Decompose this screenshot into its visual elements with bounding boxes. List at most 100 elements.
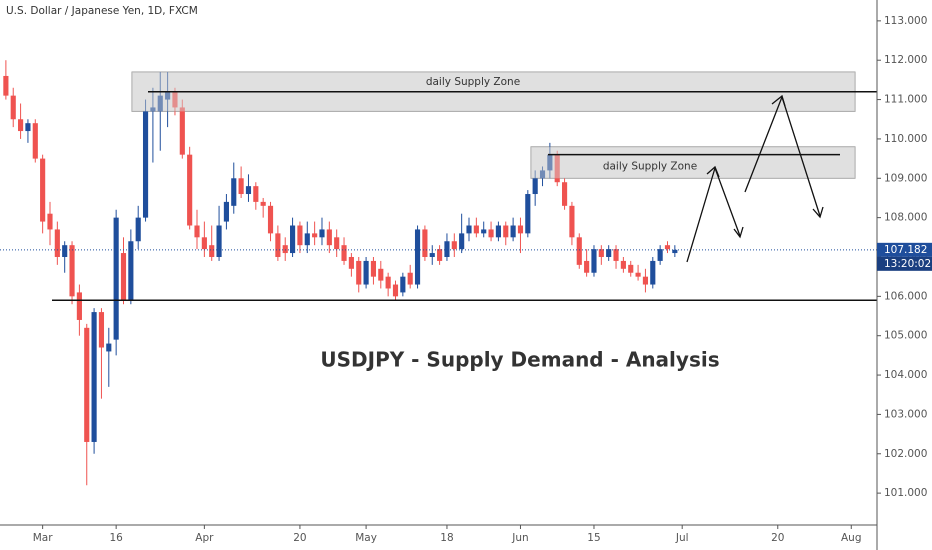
candle-body: [378, 268, 384, 281]
candle-body: [429, 253, 435, 257]
candle-body: [613, 249, 619, 261]
candle-body: [620, 260, 626, 269]
candle-body: [245, 186, 252, 195]
candle-body: [231, 178, 237, 206]
projection-arrows: [686, 94, 824, 263]
candle-body: [525, 194, 531, 234]
y-tick-label: 105.000: [884, 330, 927, 342]
y-tick-label: 104.000: [884, 369, 927, 381]
candle-body: [275, 233, 281, 257]
candle-body: [554, 154, 560, 183]
zone-label: daily Supply Zone: [603, 160, 697, 172]
candle-body: [348, 256, 354, 269]
candle-body: [326, 229, 332, 246]
candle-body: [223, 201, 229, 222]
candle-body: [98, 312, 105, 348]
candle-body: [142, 111, 149, 218]
chart-title: USDJPY - Supply Demand - Analysis: [320, 348, 719, 372]
candle-body: [356, 260, 362, 285]
y-tick-label: 108.000: [884, 212, 927, 224]
candle-body: [584, 260, 590, 273]
candle-body: [341, 245, 347, 261]
candle-body: [260, 201, 266, 206]
y-tick-label: 112.000: [884, 54, 927, 66]
y-tick-label: 102.000: [884, 448, 927, 460]
candle-body: [517, 225, 524, 234]
current-price-label: 107.182: [884, 244, 927, 256]
countdown-box: [877, 256, 932, 271]
y-tick-label: 106.000: [884, 290, 927, 302]
arrow-head: [733, 226, 744, 239]
y-tick-label: 111.000: [884, 94, 927, 106]
candle-body: [194, 225, 200, 238]
candle-body: [400, 276, 406, 293]
x-tick-label: 20: [771, 532, 784, 544]
candle-body: [407, 272, 413, 285]
x-tick-label: 20: [293, 532, 306, 544]
candle-body: [562, 182, 568, 206]
candle-body: [657, 249, 663, 261]
candle-body: [392, 284, 399, 297]
x-tick-label: 16: [109, 532, 123, 544]
x-tick-label: 15: [587, 532, 600, 544]
candle-body: [40, 158, 46, 222]
candle-body: [466, 225, 472, 234]
x-tick-label: Mar: [33, 532, 53, 544]
candle-body: [238, 178, 244, 195]
x-tick-label: Aug: [841, 532, 862, 544]
candle-body: [216, 225, 222, 257]
candle-body: [91, 312, 97, 442]
supply-zone-overlay: [531, 146, 855, 179]
candle-body: [414, 229, 421, 285]
candle-body: [25, 123, 31, 132]
candle-body: [606, 249, 612, 257]
supply-zone: [530, 146, 856, 179]
candle-body: [451, 241, 457, 250]
y-tick-label: 110.000: [884, 133, 927, 145]
candle-body: [290, 225, 296, 254]
x-tick-label: Jul: [675, 532, 689, 544]
candle-body: [120, 253, 127, 301]
candle-body: [253, 186, 259, 202]
candle-body: [488, 229, 494, 238]
candle-body: [32, 123, 38, 159]
candle-body: [3, 75, 9, 96]
candle-body: [187, 154, 193, 226]
candle-body: [69, 245, 75, 297]
candle-body: [282, 245, 288, 254]
candle-body: [628, 264, 634, 273]
y-tick-label: 103.000: [884, 408, 927, 420]
candle-body: [267, 205, 274, 234]
candle-body: [635, 272, 641, 277]
candle-body: [135, 217, 141, 242]
candle-body: [47, 213, 53, 230]
candle-body: [150, 107, 156, 112]
candle-body: [157, 95, 163, 112]
x-tick-label: May: [355, 532, 377, 544]
candle-body: [495, 225, 501, 238]
candle-body: [664, 245, 671, 250]
candle-body: [76, 292, 82, 320]
countdown-label: 13:20:02: [884, 258, 931, 270]
candle-body: [201, 237, 207, 250]
arrow-head: [812, 206, 824, 219]
candle-body: [363, 260, 369, 285]
y-tick-label: 101.000: [884, 487, 927, 499]
candle-body: [106, 343, 112, 352]
candle-body: [459, 233, 465, 250]
candle-body: [370, 260, 377, 277]
x-tick-label: Jun: [511, 532, 528, 544]
candle-body: [510, 225, 516, 238]
candle-body: [598, 249, 604, 257]
candle-body: [444, 241, 450, 257]
candle-body: [473, 225, 479, 234]
candle-body: [18, 119, 24, 132]
candle-body: [113, 217, 119, 340]
candle-body: [54, 229, 60, 257]
candle-body: [547, 154, 553, 171]
candle-body: [297, 225, 303, 246]
candle-body: [642, 276, 649, 285]
x-tick-label: 18: [440, 532, 453, 544]
candle-body: [385, 276, 391, 289]
zone-label: daily Supply Zone: [426, 76, 520, 88]
